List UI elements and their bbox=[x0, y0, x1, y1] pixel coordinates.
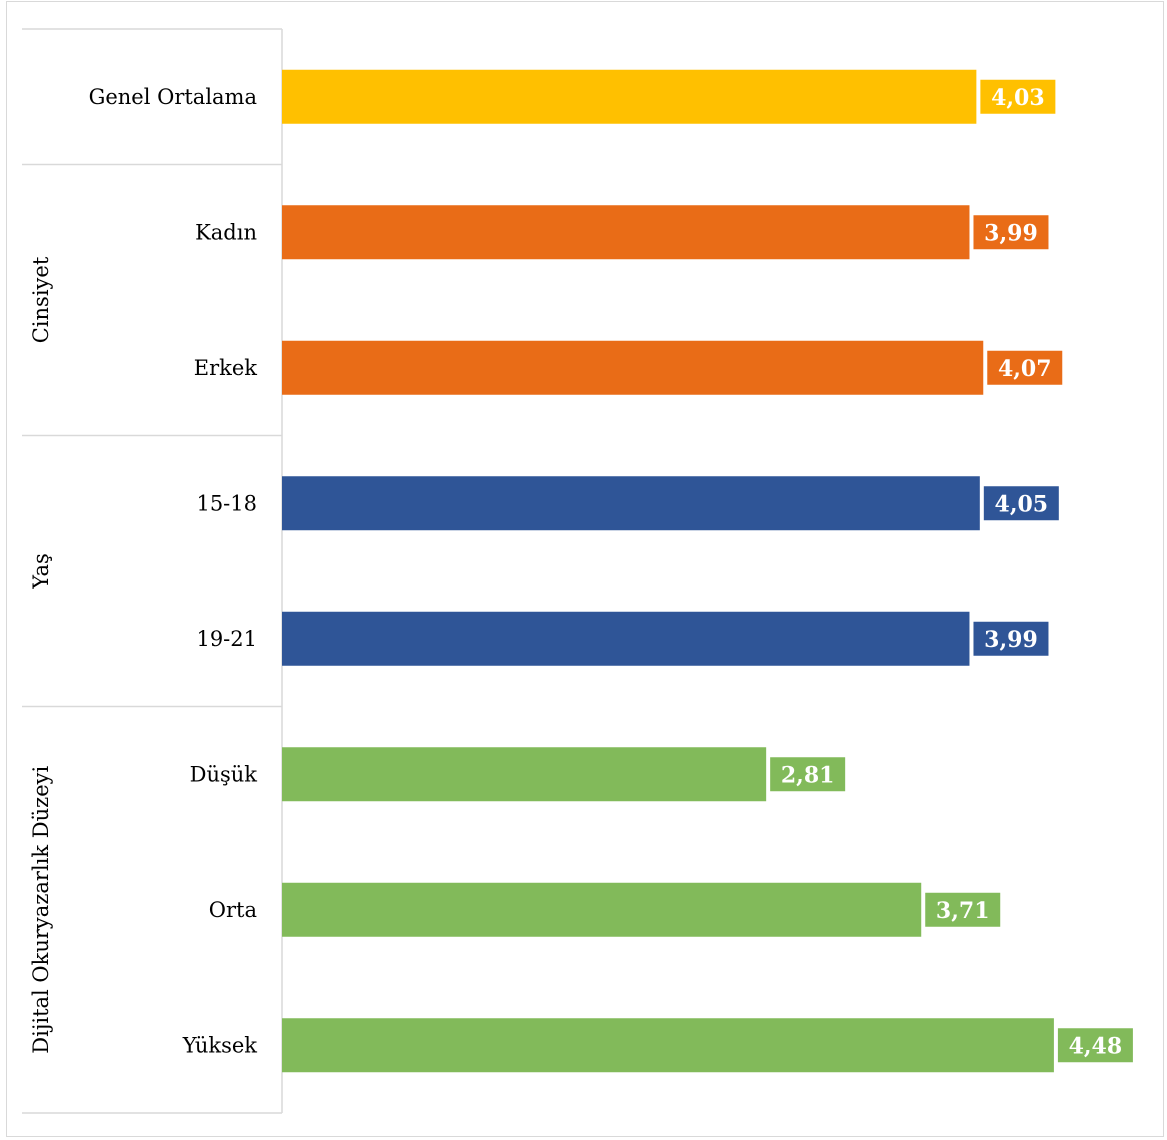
bar bbox=[282, 205, 970, 260]
data-label: 4,03 bbox=[991, 85, 1045, 111]
group-label: Dijital Okuryazarlık Düzeyi bbox=[29, 766, 53, 1054]
data-label-box bbox=[973, 621, 1049, 656]
bar bbox=[282, 611, 970, 666]
data-label-box bbox=[1057, 1028, 1133, 1063]
bar bbox=[282, 340, 984, 395]
category-label: Kadın bbox=[195, 220, 257, 244]
data-label: 3,99 bbox=[984, 220, 1038, 246]
category-label: Yüksek bbox=[182, 1033, 257, 1057]
data-label: 2,81 bbox=[781, 762, 835, 788]
data-label: 4,07 bbox=[998, 356, 1052, 382]
bar bbox=[282, 882, 922, 937]
data-label-box bbox=[770, 757, 846, 792]
data-label: 3,99 bbox=[984, 627, 1038, 653]
category-label: Orta bbox=[209, 898, 257, 922]
data-label: 3,71 bbox=[936, 898, 990, 924]
bar bbox=[282, 1018, 1054, 1073]
category-label: 19-21 bbox=[196, 627, 257, 651]
group-label: Cinsiyet bbox=[29, 256, 53, 343]
category-label: Düşük bbox=[190, 762, 258, 786]
data-label: 4,05 bbox=[995, 491, 1049, 517]
data-label: 4,48 bbox=[1069, 1033, 1123, 1059]
category-label: Genel Ortalama bbox=[89, 85, 257, 109]
data-label-box bbox=[925, 892, 1001, 927]
bar bbox=[282, 69, 977, 124]
data-label-box bbox=[973, 215, 1049, 250]
data-label-box bbox=[983, 486, 1059, 521]
category-label: Erkek bbox=[194, 356, 258, 380]
bar bbox=[282, 476, 980, 531]
data-label-box bbox=[987, 350, 1063, 385]
category-label: 15-18 bbox=[196, 491, 257, 515]
group-label: Yaş bbox=[29, 553, 53, 590]
bar bbox=[282, 747, 767, 802]
chart-frame bbox=[6, 1, 1164, 1137]
data-label-box bbox=[980, 79, 1056, 114]
